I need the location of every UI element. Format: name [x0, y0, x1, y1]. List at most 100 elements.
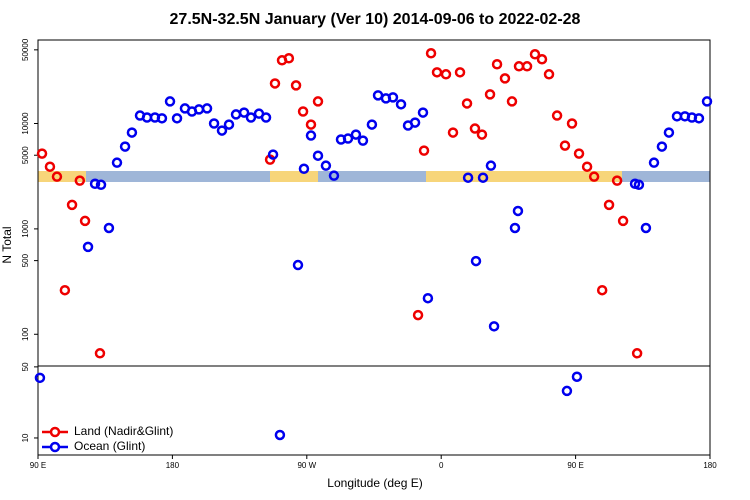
x-tick-label: 180 [166, 461, 180, 470]
data-point [566, 118, 578, 129]
data-point [596, 284, 608, 296]
x-tick-label: 180 [703, 461, 717, 470]
data-point [617, 215, 629, 227]
data-point [292, 259, 304, 271]
data-point [156, 113, 168, 124]
data-point [201, 103, 213, 114]
data-point [506, 96, 518, 107]
data-point [640, 222, 652, 234]
data-point [701, 96, 713, 107]
data-point [447, 127, 459, 138]
y-tick-label: 10000 [21, 112, 30, 135]
data-point [470, 255, 482, 267]
data-point [633, 179, 645, 191]
data-point [656, 141, 668, 152]
data-point [36, 148, 48, 159]
data-point [462, 172, 474, 183]
y-tick-label: 50000 [21, 38, 30, 61]
data-point [312, 96, 324, 107]
data-point [499, 73, 511, 84]
data-point [342, 133, 354, 144]
x-axis-label: Longitude (deg E) [327, 476, 422, 490]
data-point [611, 175, 623, 186]
data-point [283, 53, 295, 64]
data-point [603, 199, 615, 211]
data-point [350, 129, 362, 140]
data-point [387, 92, 399, 103]
data-point [412, 309, 424, 321]
data-point [551, 110, 563, 121]
data-point [305, 119, 317, 130]
data-point [512, 205, 524, 217]
data-point [529, 49, 541, 60]
x-tick-label: 0 [439, 461, 444, 470]
data-point [418, 145, 430, 156]
y-tick-label: 5000 [21, 146, 30, 164]
data-point [103, 222, 115, 234]
data-point [491, 58, 503, 70]
ocean-strip [622, 171, 710, 182]
data-point [267, 149, 279, 160]
data-point [216, 125, 228, 136]
y-tick-label: 500 [21, 253, 30, 267]
data-point [513, 61, 525, 72]
y-tick-label: 100 [21, 327, 30, 341]
data-point [164, 96, 176, 107]
data-point [82, 241, 94, 253]
data-point [431, 67, 443, 78]
chart-title: 27.5N-32.5N January (Ver 10) 2014-09-06 … [170, 11, 581, 28]
data-point [328, 170, 340, 181]
data-point [559, 140, 571, 151]
data-point [631, 348, 643, 359]
data-point [245, 112, 257, 123]
data-point [476, 129, 488, 140]
data-point [260, 112, 272, 123]
data-point [425, 48, 437, 59]
data-point [274, 429, 286, 441]
data-point [417, 107, 429, 118]
data-point [648, 157, 660, 168]
data-point [238, 107, 250, 118]
data-point [663, 127, 675, 138]
data-point [536, 54, 548, 65]
data-point [561, 385, 573, 397]
data-point [230, 109, 242, 120]
data-point [298, 163, 310, 175]
data-point [366, 119, 378, 130]
data-point [422, 292, 434, 304]
data-point [51, 171, 63, 182]
data-point [693, 113, 705, 124]
data-point [469, 123, 481, 134]
data-point [269, 78, 281, 89]
data-point [223, 119, 235, 130]
ocean-strip [318, 171, 426, 182]
y-tick-label: 50 [21, 362, 30, 371]
data-point [573, 148, 585, 159]
data-point [320, 160, 332, 171]
ocean-strip [86, 171, 270, 182]
upper-frame [37, 39, 711, 367]
data-point [588, 171, 600, 182]
data-point [305, 130, 317, 141]
data-point [66, 199, 78, 211]
legend-label: Land (Nadir&Glint) [74, 424, 173, 438]
lower-frame [37, 365, 711, 456]
data-point [95, 179, 107, 191]
data-point [571, 371, 583, 382]
data-point [119, 141, 131, 152]
data-point [521, 61, 533, 72]
data-point [357, 135, 369, 146]
data-point [193, 104, 205, 115]
data-point [59, 284, 71, 296]
data-point [454, 67, 466, 78]
legend-marker [49, 441, 61, 453]
data-point [485, 160, 497, 171]
data-point [409, 117, 421, 128]
y-axis-label: N Total [0, 226, 14, 263]
land-ocean-strip [38, 171, 710, 182]
data-point [488, 321, 500, 332]
data-point [208, 118, 220, 129]
x-tick-label: 90 W [297, 461, 316, 470]
data-point [74, 175, 86, 186]
data-point [111, 157, 123, 168]
